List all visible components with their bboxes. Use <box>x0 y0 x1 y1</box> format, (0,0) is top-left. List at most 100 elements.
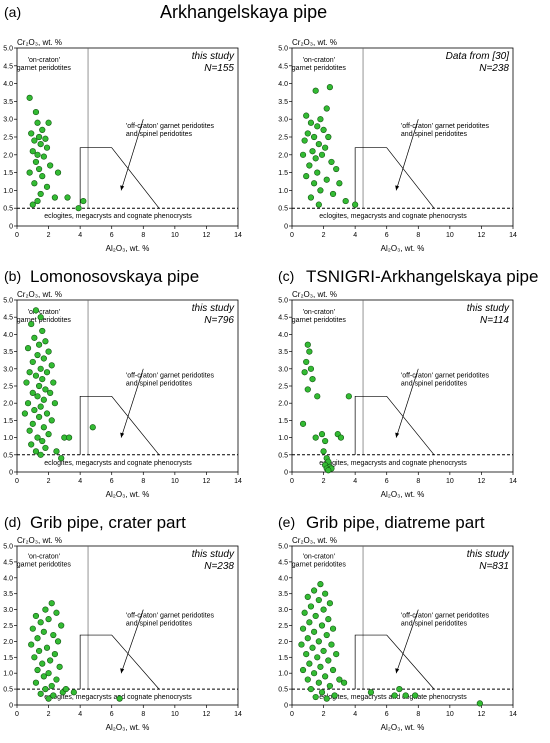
x-tick-label: 0 <box>290 711 294 718</box>
y-tick-label: 0.5 <box>278 206 288 213</box>
data-point <box>23 379 30 386</box>
data-point <box>310 133 318 141</box>
data-point <box>31 406 38 414</box>
data-point <box>54 638 62 645</box>
data-point <box>299 666 307 674</box>
data-point <box>34 119 41 126</box>
x-tick-label: 12 <box>203 232 211 239</box>
data-point <box>43 144 51 151</box>
data-point <box>310 587 318 594</box>
data-point <box>317 116 324 123</box>
off-craton-label-1: 'off-craton' garnet peridotites <box>401 613 490 620</box>
y-tick-label: 0.5 <box>278 687 288 694</box>
data-point <box>317 663 324 670</box>
x-tick-label: 10 <box>446 711 454 718</box>
data-point <box>42 386 49 393</box>
data-point <box>37 190 44 198</box>
off-craton-boundary <box>354 634 435 690</box>
data-point <box>314 169 321 176</box>
data-point <box>35 133 43 141</box>
data-point <box>304 635 311 642</box>
data-point <box>47 162 54 169</box>
y-tick-label: 3.5 <box>278 591 288 598</box>
y-axis-label: Cr₂O₃, wt. % <box>292 536 337 545</box>
data-point <box>329 666 337 674</box>
data-point <box>40 153 47 160</box>
data-point <box>304 593 311 600</box>
data-point <box>333 651 340 658</box>
data-point <box>50 379 57 386</box>
y-tick-label: 0.5 <box>278 452 288 459</box>
data-point <box>476 700 483 707</box>
off-craton-label-1: 'off-craton' garnet peridotites <box>126 123 215 130</box>
off-craton-label-1: 'off-craton' garnet peridotites <box>401 372 490 379</box>
x-tick-label: 8 <box>141 711 145 718</box>
data-point <box>58 455 65 462</box>
data-point <box>340 679 348 686</box>
data-point <box>26 169 33 176</box>
y-tick-label: 5.0 <box>278 46 288 53</box>
data-point <box>43 183 51 190</box>
data-point <box>50 692 57 699</box>
figure-title-top: Arkhangelskaya pipe <box>160 2 328 22</box>
y-tick-label: 2.5 <box>3 623 13 630</box>
off-craton-label-2: and spinel peridotites <box>126 380 193 387</box>
x-tick-label: 8 <box>141 232 145 239</box>
on-craton-label-1: 'on-craton' <box>303 309 335 316</box>
data-point <box>304 386 311 393</box>
data-point <box>42 686 49 693</box>
data-point <box>299 420 307 427</box>
data-point <box>32 679 40 686</box>
x-tick-label: 12 <box>478 478 486 485</box>
data-point <box>309 376 316 383</box>
data-point <box>318 431 326 438</box>
x-tick-label: 0 <box>290 478 294 485</box>
data-point <box>40 355 47 362</box>
data-point <box>303 112 310 119</box>
x-tick-label: 2 <box>47 478 51 485</box>
data-point <box>303 173 310 180</box>
data-point <box>326 600 333 607</box>
data-point <box>325 133 332 141</box>
x-tick-label: 12 <box>478 232 486 239</box>
y-tick-label: 3.5 <box>3 591 13 598</box>
data-point <box>306 348 313 355</box>
y-tick-label: 3.5 <box>278 99 288 106</box>
x-axis-label: Al₂O₃, wt. % <box>106 490 150 499</box>
arrow-line <box>120 368 144 438</box>
y-tick-label: 0 <box>9 470 13 477</box>
data-point <box>48 682 55 690</box>
y-tick-label: 1.0 <box>3 671 13 678</box>
y-tick-label: 4.0 <box>278 575 288 582</box>
arrow-line <box>120 609 144 674</box>
x-tick-label: 12 <box>203 478 211 485</box>
data-point <box>323 631 330 639</box>
data-point <box>307 119 315 126</box>
y-tick-label: 2.0 <box>278 401 288 408</box>
y-axis-label: Cr₂O₃, wt. % <box>17 38 62 47</box>
data-point <box>53 609 60 616</box>
data-point <box>402 692 409 699</box>
y-tick-label: 2.0 <box>278 152 288 159</box>
x-axis-label: Al₂O₃, wt. % <box>106 723 150 732</box>
data-point <box>315 638 322 645</box>
arrow-head <box>120 185 125 191</box>
data-point <box>48 600 55 607</box>
data-point <box>32 158 40 166</box>
data-point <box>37 403 44 410</box>
data-point <box>34 434 41 441</box>
data-point <box>317 187 324 194</box>
data-point <box>26 427 33 434</box>
data-point <box>345 393 352 400</box>
title-e: Grib pipe, diatreme part <box>306 513 485 532</box>
data-point <box>320 126 327 133</box>
data-point <box>35 165 43 173</box>
y-tick-label: 0.5 <box>3 687 13 694</box>
y-tick-label: 4.0 <box>278 81 288 88</box>
x-tick-label: 10 <box>446 478 454 485</box>
on-craton-label-1: 'on-craton' <box>28 554 60 561</box>
x-tick-label: 2 <box>322 711 326 718</box>
data-point <box>29 148 36 155</box>
arrow-line <box>120 119 144 191</box>
data-point <box>28 320 35 328</box>
